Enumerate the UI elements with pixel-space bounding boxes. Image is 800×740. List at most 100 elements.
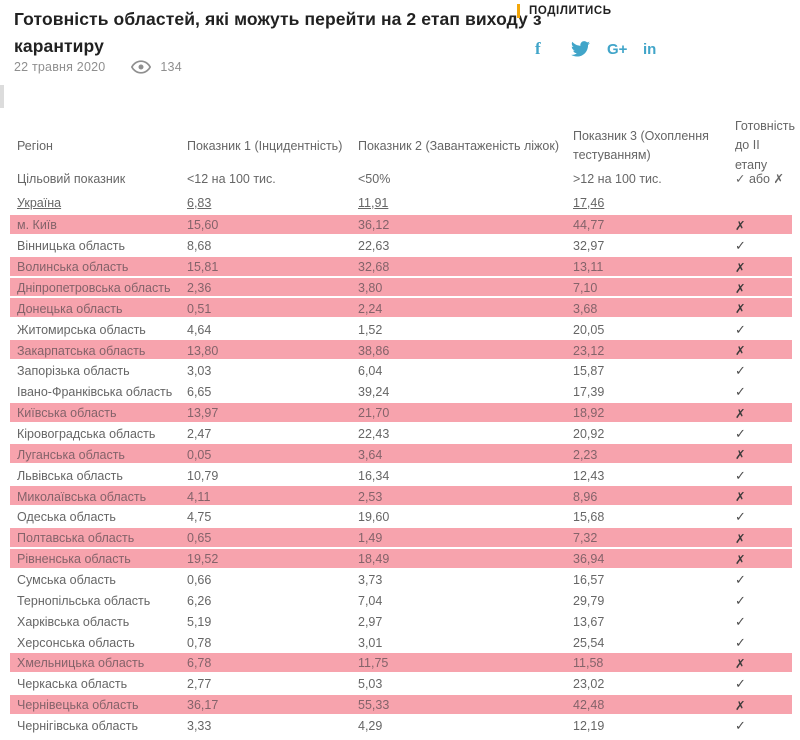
indicator3-cell: 29,79 <box>573 593 605 608</box>
indicator2-cell: 3,73 <box>358 573 383 588</box>
region-cell: Волинська область <box>17 260 129 275</box>
table-row: м. Київ 15,60 36,12 44,77 ✗ <box>10 215 792 236</box>
indicator3-cell: 42,48 <box>573 698 605 713</box>
indicator2-cell: 3,01 <box>358 635 383 650</box>
indicator2-cell: 7,04 <box>358 593 383 608</box>
indicator1-cell: 36,17 <box>187 698 219 713</box>
indicator1-cell: 3,33 <box>187 719 212 734</box>
indicator2-cell: 1,49 <box>358 531 383 546</box>
share-label-text: ПОДІЛИТИСЬ <box>529 5 612 17</box>
col-header-indicator1: Показник 1 (Інцидентність) <box>187 139 343 153</box>
article-meta: 22 травня 2020 134 <box>14 60 182 74</box>
readiness-mark: ✗ <box>735 302 746 317</box>
indicator3-cell: 11,58 <box>573 656 604 671</box>
readiness-mark: ✗ <box>735 218 746 233</box>
indicator2-cell: 21,70 <box>358 406 390 421</box>
table-row: Харківська область 5,19 2,97 13,67 ✓ <box>10 611 792 632</box>
indicator3-cell: 13,11 <box>573 260 604 275</box>
readiness-table: Регіон Показник 1 (Інцидентність) Показн… <box>10 119 795 736</box>
ukraine-v3: 17,46 <box>573 195 605 210</box>
readiness-mark: ✓ <box>735 634 746 650</box>
table-row: Миколаївська область 4,11 2,53 8,96 ✗ <box>10 486 792 508</box>
region-cell: Чернігівська область <box>17 719 138 734</box>
indicator3-cell: 32,97 <box>573 239 605 254</box>
indicator2-cell: 2,97 <box>358 614 383 629</box>
indicator2-cell: 22,63 <box>358 239 390 254</box>
indicator2-cell: 19,60 <box>358 510 390 525</box>
table-row: Київська область 13,97 21,70 18,92 ✗ <box>10 402 792 424</box>
indicator3-cell: 20,92 <box>573 427 605 442</box>
table-row: Рівненська область 19,52 18,49 36,94 ✗ <box>10 548 792 570</box>
table-row: Тернопільська область 6,26 7,04 29,79 ✓ <box>10 590 792 611</box>
readiness-mark: ✓ <box>735 467 746 483</box>
region-cell: Луганська область <box>17 447 125 462</box>
indicator1-cell: 6,65 <box>187 385 212 400</box>
region-cell: Львівська область <box>17 468 123 483</box>
readiness-mark: ✓ <box>735 572 746 588</box>
indicator1-cell: 6,78 <box>187 656 212 671</box>
views-count: 134 <box>160 60 182 74</box>
table-row: Закарпатська область 13,80 38,86 23,12 ✗ <box>10 340 792 362</box>
readiness-mark: ✓ <box>735 592 746 608</box>
twitter-icon[interactable] <box>571 41 607 57</box>
indicator1-cell: 5,19 <box>187 614 212 629</box>
indicator2-cell: 32,68 <box>358 260 390 275</box>
region-cell: Одеська область <box>17 510 116 525</box>
indicator3-cell: 8,96 <box>573 489 598 504</box>
region-cell: Кіровоградська область <box>17 427 156 442</box>
indicator1-cell: 10,79 <box>187 468 219 483</box>
indicator1-cell: 4,11 <box>187 489 211 504</box>
readiness-mark: ✗ <box>735 490 746 505</box>
page-title: Готовність областей, які можуть перейти … <box>14 9 542 57</box>
indicator2-cell: 11,75 <box>358 656 389 671</box>
indicator1-cell: 0,78 <box>187 635 212 650</box>
readiness-mark: ✗ <box>735 448 746 463</box>
share-block: ПОДІЛИТИСЬ f G+ in <box>517 4 679 59</box>
indicator2-cell: 18,49 <box>358 552 390 567</box>
indicator3-cell: 36,94 <box>573 552 605 567</box>
region-cell: Дніпропетровська область <box>17 281 171 295</box>
table-body: м. Київ 15,60 36,12 44,77 ✗ Вінницька об… <box>10 215 792 736</box>
indicator3-cell: 2,23 <box>573 447 598 462</box>
readiness-mark: ✗ <box>735 281 746 296</box>
region-cell: Київська область <box>17 406 117 421</box>
ukraine-summary-row[interactable]: Україна 6,83 11,91 17,46 <box>10 190 792 215</box>
region-cell: Закарпатська область <box>17 343 146 358</box>
readiness-mark: ✗ <box>735 406 746 421</box>
indicator2-cell: 39,24 <box>358 385 390 400</box>
indicator2-cell: 3,80 <box>358 281 383 295</box>
facebook-icon[interactable]: f <box>535 39 541 58</box>
indicator3-cell: 13,67 <box>573 614 605 629</box>
readiness-mark: ✗ <box>735 531 746 546</box>
indicator3-cell: 15,87 <box>573 364 605 379</box>
table-row: Чернігівська область 3,33 4,29 12,19 ✓ <box>10 716 792 737</box>
google-plus-icon[interactable]: G+ <box>607 40 628 58</box>
indicator2-cell: 1,52 <box>358 322 383 337</box>
region-cell: Полтавська область <box>17 531 135 546</box>
indicator1-cell: 0,05 <box>187 447 212 462</box>
table-row: Одеська область 4,75 19,60 15,68 ✓ <box>10 507 792 528</box>
readiness-mark: ✗ <box>735 344 746 359</box>
indicator3-cell: 7,10 <box>573 281 598 295</box>
indicator2-cell: 6,04 <box>358 364 383 379</box>
indicator1-cell: 13,80 <box>187 343 219 358</box>
readiness-mark: ✗ <box>735 260 746 275</box>
region-cell: Запорізька область <box>17 364 130 379</box>
indicator1-cell: 0,66 <box>187 573 212 588</box>
readiness-mark: ✓ <box>735 718 746 734</box>
table-row: Дніпропетровська область 2,36 3,80 7,10 … <box>10 277 792 299</box>
indicator3-cell: 15,68 <box>573 510 605 525</box>
table-header-row: Регіон Показник 1 (Інцидентність) Показн… <box>10 119 795 172</box>
ukraine-link[interactable]: Україна <box>17 195 62 210</box>
indicator2-cell: 2,24 <box>358 301 383 316</box>
target-v3: >12 на 100 тис. <box>573 171 662 186</box>
ukraine-v2: 11,91 <box>358 195 389 210</box>
readiness-mark: ✓ <box>735 321 746 337</box>
indicator1-cell: 0,65 <box>187 531 212 546</box>
region-cell: Тернопільська область <box>17 593 151 608</box>
table-row: Полтавська область 0,65 1,49 7,32 ✗ <box>10 527 792 549</box>
region-cell: Черкаська область <box>17 677 128 692</box>
linkedin-icon[interactable]: in <box>643 40 657 58</box>
readiness-mark: ✓ <box>735 363 746 379</box>
indicator2-cell: 38,86 <box>358 343 390 358</box>
